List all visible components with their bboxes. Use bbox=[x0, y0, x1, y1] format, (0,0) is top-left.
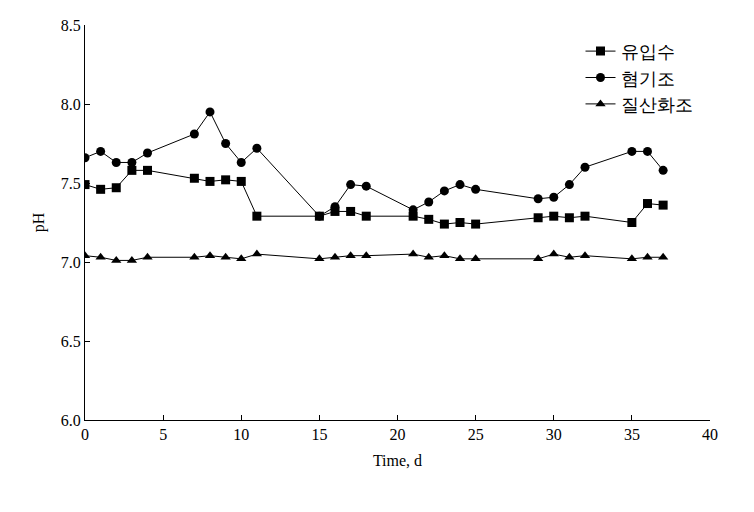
svg-text:6.5: 6.5 bbox=[61, 333, 81, 350]
svg-text:pH: pH bbox=[30, 212, 48, 232]
svg-text:유입수: 유입수 bbox=[621, 42, 675, 62]
svg-text:0: 0 bbox=[81, 426, 89, 443]
svg-text:질산화조: 질산화조 bbox=[621, 95, 693, 115]
svg-text:20: 20 bbox=[390, 426, 406, 443]
svg-text:8.0: 8.0 bbox=[61, 96, 81, 113]
svg-text:25: 25 bbox=[468, 426, 484, 443]
svg-text:35: 35 bbox=[624, 426, 640, 443]
svg-text:10: 10 bbox=[233, 426, 249, 443]
svg-text:30: 30 bbox=[546, 426, 562, 443]
svg-text:5: 5 bbox=[159, 426, 167, 443]
svg-text:15: 15 bbox=[311, 426, 327, 443]
svg-text:7.0: 7.0 bbox=[61, 254, 81, 271]
svg-text:40: 40 bbox=[702, 426, 718, 443]
svg-text:8.5: 8.5 bbox=[61, 17, 81, 34]
svg-text:7.5: 7.5 bbox=[61, 175, 81, 192]
svg-text:혐기조: 혐기조 bbox=[621, 69, 675, 89]
svg-text:Time, d: Time, d bbox=[373, 452, 422, 469]
svg-text:6.0: 6.0 bbox=[61, 412, 81, 429]
